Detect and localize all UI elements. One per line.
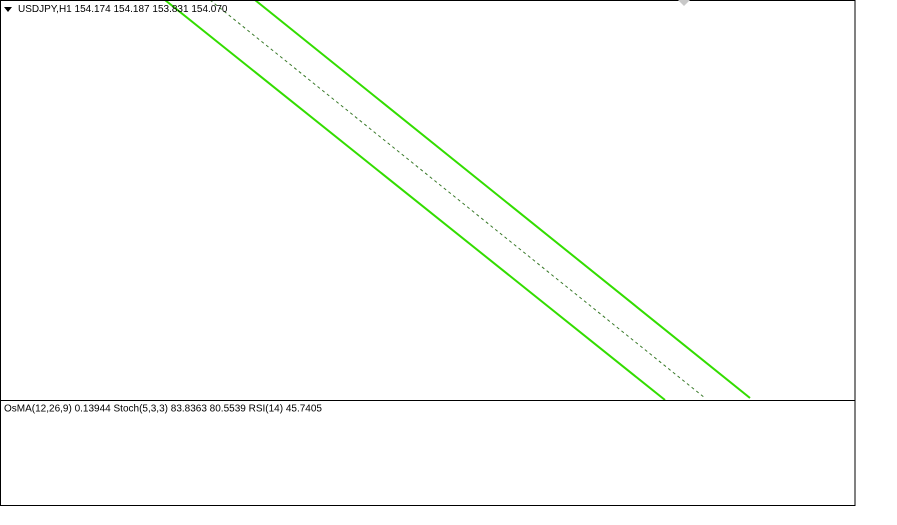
indicator-title: OsMA(12,26,9) 0.13944 Stoch(5,3,3) 83.83… (4, 404, 322, 415)
ohlc-high: 154.187 (113, 4, 150, 15)
plot-frame (0, 0, 856, 506)
collapse-icon (4, 7, 12, 12)
trend-channel-upper (254, 0, 751, 399)
ohlc-close: 154.070 (191, 4, 228, 15)
ohlc-low: 153.831 (152, 4, 189, 15)
chart-header: USDJPY,H1 154.174 154.187 153.831 154.07… (18, 4, 228, 15)
scroll-marker (678, 0, 690, 6)
trend-channel-lower (164, 0, 666, 401)
symbol: USDJPY,H1 (18, 4, 72, 15)
ohlc-open: 154.174 (75, 4, 112, 15)
trend-channel-mid (209, 0, 706, 399)
